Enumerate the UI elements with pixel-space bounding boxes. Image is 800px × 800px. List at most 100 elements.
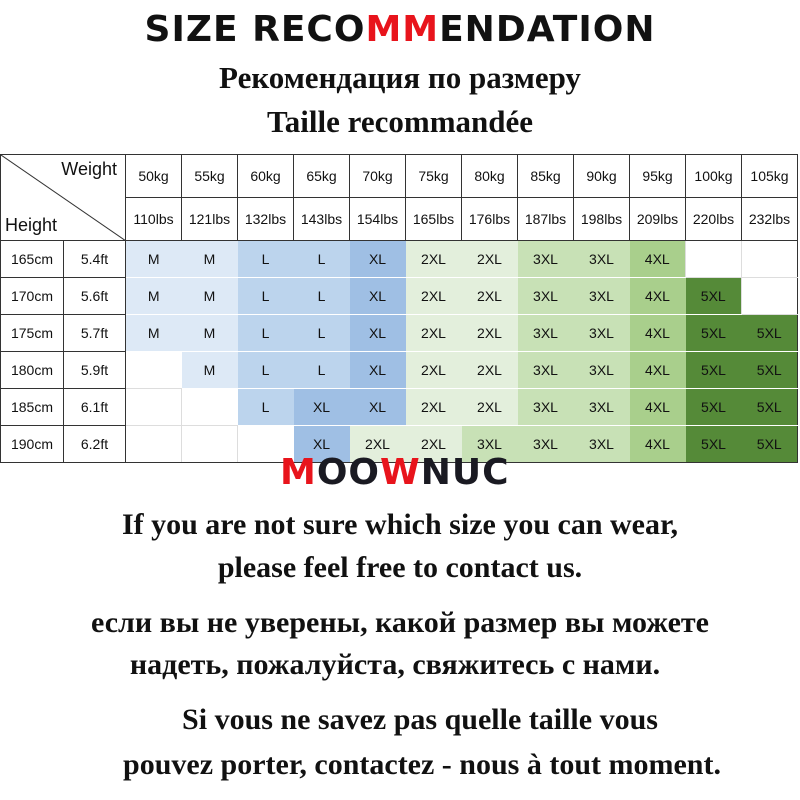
weight-lbs-header: 232lbs xyxy=(741,197,798,241)
weight-kg-header: 60kg xyxy=(237,154,294,198)
size-cell: 5XL xyxy=(685,425,742,463)
size-cell: 3XL xyxy=(573,425,630,463)
size-cell: L xyxy=(237,351,294,389)
size-cell xyxy=(125,351,182,389)
size-cell: 2XL xyxy=(461,240,518,278)
size-cell: 5XL xyxy=(685,388,742,426)
size-cell: 2XL xyxy=(461,277,518,315)
height-ft: 5.4ft xyxy=(63,240,126,278)
size-cell: 5XL xyxy=(741,388,798,426)
table-row: 175cm 5.7ft M M L L XL 2XL 2XL 3XL 3XL 4XL 5XL 5XL xyxy=(0,314,798,352)
size-cell: M xyxy=(125,240,182,278)
size-cell: 2XL xyxy=(405,277,462,315)
diagonal-divider xyxy=(1,155,126,241)
height-ft: 5.9ft xyxy=(63,351,126,389)
size-cell: 3XL xyxy=(573,314,630,352)
size-cell: 5XL xyxy=(741,314,798,352)
size-cell: L xyxy=(293,314,350,352)
weight-kg-header: 90kg xyxy=(573,154,630,198)
size-cell: M xyxy=(181,314,238,352)
height-cm: 175cm xyxy=(0,314,64,352)
size-cell: L xyxy=(237,240,294,278)
height-label: Height xyxy=(5,215,58,235)
message-en-2: please feel free to contact us. xyxy=(217,551,583,584)
size-cell: XL xyxy=(349,240,406,278)
size-chart-table: Weight Height 50kg 55kg 60kg 65kg 70kg 75kg 80… xyxy=(0,154,798,463)
weight-lbs-header: 165lbs xyxy=(405,197,462,241)
message-fr-2: pouvez porter, contactez - nous à tout m… xyxy=(123,748,721,781)
size-cell: M xyxy=(181,277,238,315)
size-cell: XL xyxy=(293,388,350,426)
brand-logo: MOOWNUC xyxy=(280,452,510,493)
size-cell: 3XL xyxy=(517,425,574,463)
size-cell: 2XL xyxy=(405,388,462,426)
size-cell: 3XL xyxy=(517,277,574,315)
message-ru-2: надеть, пожалуйста, свяжитесь с нами. xyxy=(129,648,661,681)
size-cell: 4XL xyxy=(629,425,686,463)
weight-lbs-header: 110lbs xyxy=(125,197,182,241)
height-cm: 165cm xyxy=(0,240,64,278)
size-cell: L xyxy=(237,277,294,315)
size-cell: 3XL xyxy=(461,425,518,463)
size-cell: 3XL xyxy=(517,314,574,352)
size-cell: L xyxy=(237,388,294,426)
size-cell: L xyxy=(293,351,350,389)
table-row: 190cm 6.2ft XL 2XL 2XL 3XL 3XL 3XL 4XL 5XL 5XL xyxy=(0,425,798,463)
table-row: 170cm 5.6ft M M L L XL 2XL 2XL 3XL 3XL 4XL 5XL xyxy=(0,277,798,315)
weight-kg-header: 70kg xyxy=(349,154,406,198)
size-cell: 3XL xyxy=(517,240,574,278)
weight-lbs-header: 198lbs xyxy=(573,197,630,241)
weight-kg-header: 105kg xyxy=(741,154,798,198)
height-cm: 190cm xyxy=(0,425,64,463)
title-part: ENDATION xyxy=(439,9,656,50)
size-cell: 5XL xyxy=(741,425,798,463)
height-ft: 6.2ft xyxy=(63,425,126,463)
size-cell: XL xyxy=(349,351,406,389)
size-cell: 5XL xyxy=(685,314,742,352)
size-cell xyxy=(685,240,742,278)
height-ft: 5.7ft xyxy=(63,314,126,352)
message-en-1: If you are not sure which size you can w… xyxy=(121,508,679,541)
weight-lbs-header: 187lbs xyxy=(517,197,574,241)
table-row: 180cm 5.9ft M L L XL 2XL 2XL 3XL 3XL 4XL 5XL 5XL xyxy=(0,351,798,389)
height-cm: 180cm xyxy=(0,351,64,389)
weight-kg-header: 65kg xyxy=(293,154,350,198)
size-cell: M xyxy=(125,314,182,352)
size-cell: XL xyxy=(349,277,406,315)
weight-kg-header: 75kg xyxy=(405,154,462,198)
height-ft: 5.6ft xyxy=(63,277,126,315)
size-cell: M xyxy=(181,240,238,278)
weight-lbs-header: 143lbs xyxy=(293,197,350,241)
size-cell: 3XL xyxy=(573,277,630,315)
weight-lbs-header: 132lbs xyxy=(237,197,294,241)
corner-header: Weight Height xyxy=(0,154,126,241)
size-cell: 3XL xyxy=(573,240,630,278)
message-fr-1: Si vous ne savez pas quelle taille vous xyxy=(182,703,658,736)
size-cell: L xyxy=(293,277,350,315)
size-cell: 4XL xyxy=(629,240,686,278)
size-cell: 4XL xyxy=(629,388,686,426)
size-cell xyxy=(741,277,798,315)
weight-kg-header: 100kg xyxy=(685,154,742,198)
size-cell xyxy=(237,425,294,463)
size-cell: 4XL xyxy=(629,351,686,389)
size-cell: M xyxy=(125,277,182,315)
size-cell xyxy=(181,425,238,463)
size-cell: 3XL xyxy=(517,351,574,389)
table-row: 165cm 5.4ft M M L L XL 2XL 2XL 3XL 3XL 4XL xyxy=(0,240,798,278)
size-cell: 2XL xyxy=(461,351,518,389)
weight-kg-header: 50kg xyxy=(125,154,182,198)
subtitle-russian: Рекомендация по размеру xyxy=(219,60,581,95)
size-cell xyxy=(125,425,182,463)
height-cm: 170cm xyxy=(0,277,64,315)
size-cell xyxy=(125,388,182,426)
message-ru-1: если вы не уверены, какой размер вы може… xyxy=(91,606,709,639)
size-cell xyxy=(741,240,798,278)
size-cell: 4XL xyxy=(629,277,686,315)
height-cm: 185cm xyxy=(0,388,64,426)
size-cell: XL xyxy=(349,388,406,426)
size-cell: 2XL xyxy=(461,388,518,426)
size-cell: 2XL xyxy=(405,351,462,389)
height-ft: 6.1ft xyxy=(63,388,126,426)
weight-kg-header: 95kg xyxy=(629,154,686,198)
